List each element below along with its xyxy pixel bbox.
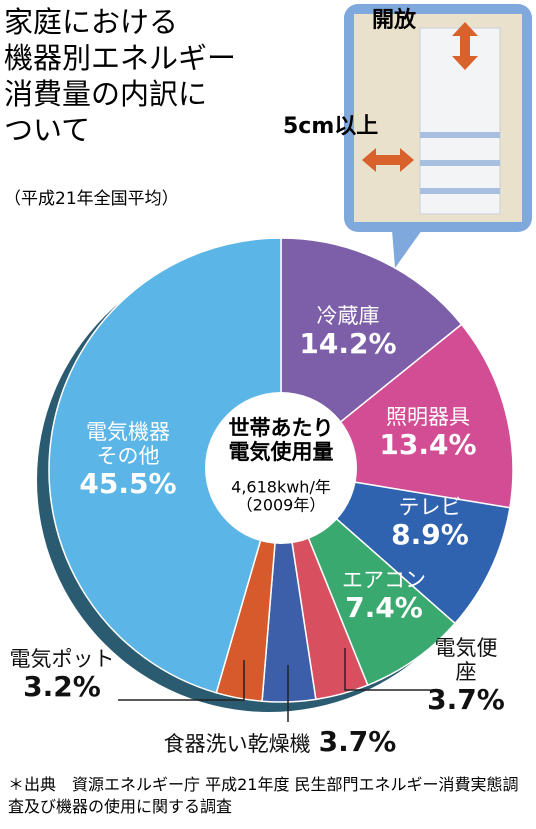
fridge-drawer [420, 132, 500, 138]
inset-label: 開放 [372, 8, 417, 33]
pie-slice [48, 237, 282, 694]
slice-label: 電気ポット 3.2% [10, 647, 115, 703]
arrow-left-right [362, 148, 414, 172]
value-label: 45.5% [79, 467, 177, 501]
inset-pointer [392, 230, 422, 268]
value-label: 3.7% [318, 724, 397, 758]
category-label: 食器洗い乾燥機 [163, 731, 311, 756]
category-label: テレビ [398, 494, 462, 519]
center-label: 世帯あたり 電気使用量 [228, 415, 334, 464]
category-label: 電気便座 [434, 635, 498, 684]
leader-line [344, 648, 430, 691]
slice-label: 冷蔵庫 14.2% [299, 304, 396, 360]
value-label: 3.2% [23, 669, 101, 703]
value-label: 14.2% [299, 326, 397, 360]
center-hole [205, 392, 357, 544]
fridge-drawer [420, 160, 500, 166]
leader-line [118, 660, 245, 701]
category-label: 電気機器 その他 [85, 419, 170, 468]
value-label: 3.7% [427, 683, 505, 717]
slice-label: 電気便座 3.7% [427, 636, 505, 716]
slice-label: 照明器具 13.4% [379, 405, 476, 461]
arrow-up-down [452, 22, 478, 70]
subtitle: （平成21年全国平均） [4, 189, 179, 209]
center-note: 4,618kwh/年 （2009年） [231, 477, 331, 515]
value-label: 13.4% [379, 427, 477, 461]
category-label: 冷蔵庫 [316, 303, 380, 328]
category-label: エアコン [342, 567, 426, 592]
slice-label: 食器洗い乾燥機 3.7% [163, 724, 397, 758]
slice-label: テレビ 8.9% [391, 495, 469, 551]
value-label: 8.9% [391, 517, 469, 551]
slice-label: 電気機器 その他 45.5% [79, 420, 176, 500]
source: ＊出典 資源エネルギー庁 平成21年度 民生部門エネルギー消費実態調査及び機器の… [8, 775, 519, 816]
slice-label: エアコン 7.4% [342, 568, 426, 624]
value-label: 7.4% [345, 590, 423, 624]
title: 家庭における 機器別エネルギー 消費量の内訳に ついて [4, 5, 237, 147]
inset-label: 5cm以上 [283, 114, 379, 139]
category-label: 電気ポット [9, 646, 115, 671]
category-label: 照明器具 [385, 404, 470, 429]
fridge-drawer [420, 188, 500, 194]
